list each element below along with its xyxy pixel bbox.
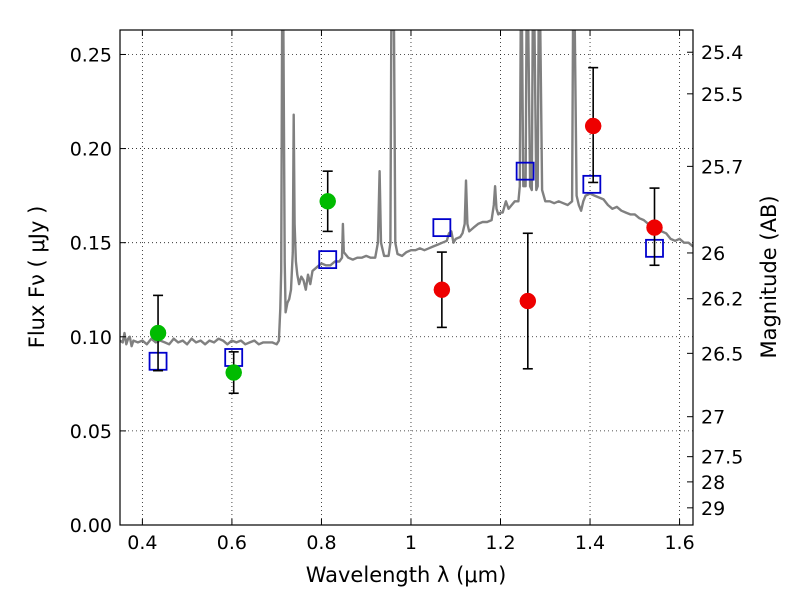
y2-axis-label: Magnitude (AB) bbox=[757, 195, 781, 358]
mag-tick-label: 28 bbox=[701, 472, 725, 494]
x-tick-label: 0.8 bbox=[306, 532, 336, 554]
model-square-marker bbox=[318, 250, 338, 270]
y-tick-label: 0.20 bbox=[70, 139, 112, 161]
mag-tick-label: 27 bbox=[701, 407, 725, 429]
mag-tick-label: 26 bbox=[701, 243, 725, 265]
grid bbox=[120, 30, 693, 525]
x-tick-label: 0.4 bbox=[127, 532, 157, 554]
y-axis-label: Flux Fν ( μJy ) bbox=[25, 206, 49, 349]
red-photometry-marker bbox=[584, 117, 602, 135]
y-tick-label: 0.15 bbox=[70, 233, 112, 255]
x-tick-label: 1 bbox=[405, 532, 417, 554]
x-tick-label: 1.6 bbox=[664, 532, 694, 554]
red-photometry-marker bbox=[433, 281, 451, 298]
red-photometry-marker bbox=[646, 219, 663, 236]
model-square-marker bbox=[582, 174, 602, 194]
green-photometry-marker bbox=[149, 324, 167, 342]
y-tick-label: 0.10 bbox=[70, 327, 112, 349]
mag-tick-label: 27.5 bbox=[701, 447, 743, 469]
x-tick-label: 0.6 bbox=[217, 532, 247, 554]
model-square-marker bbox=[432, 218, 452, 238]
green-photometry-marker bbox=[225, 364, 242, 381]
spectrum-line bbox=[120, 30, 693, 348]
x-tick-label: 1.2 bbox=[485, 532, 515, 554]
mag-tick-label: 26.2 bbox=[701, 289, 743, 311]
axis-ticks: 0.4 0.6 0.8 1 1.2 1.4 1.6 0.00 0.05 0.10 0.15 0.20 0… bbox=[70, 30, 743, 554]
mag-tick-label: 29 bbox=[701, 498, 725, 520]
x-tick-label: 1.4 bbox=[575, 532, 605, 554]
y-tick-label: 0.25 bbox=[70, 44, 112, 66]
y-tick-label: 0.05 bbox=[70, 421, 112, 443]
model-square-marker bbox=[515, 161, 535, 181]
red-photometry-marker bbox=[519, 292, 537, 310]
green-photometry-marker bbox=[319, 193, 336, 210]
points-layer bbox=[148, 66, 664, 395]
y-tick-label: 0.00 bbox=[70, 515, 112, 537]
mag-tick-label: 25.4 bbox=[701, 42, 743, 64]
x-axis-label: Wavelength λ (μm) bbox=[306, 563, 507, 587]
mag-tick-label: 25.7 bbox=[701, 156, 743, 178]
plot-area bbox=[120, 30, 693, 395]
spectrum-layer bbox=[120, 30, 693, 348]
mag-tick-label: 26.5 bbox=[701, 343, 743, 365]
plot-frame bbox=[119, 29, 694, 526]
mag-tick-label: 25.5 bbox=[701, 84, 743, 106]
